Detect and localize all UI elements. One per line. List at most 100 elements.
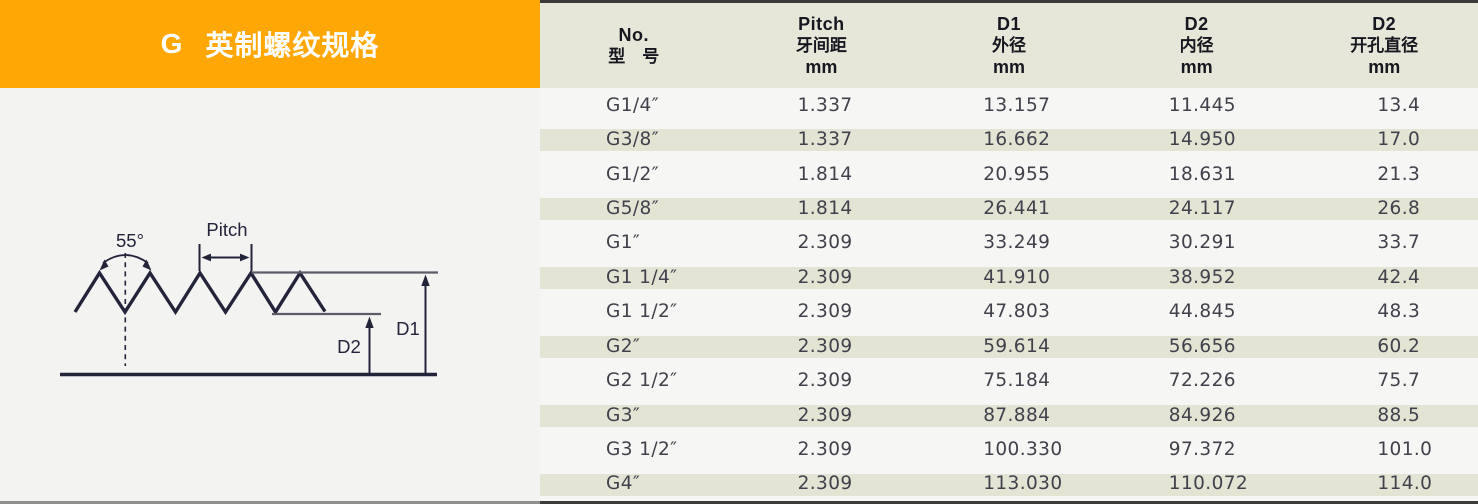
cell-d1-outer-diameter: 59.614 [983, 335, 1051, 357]
cell-d2-inner-diameter: 97.372 [1168, 438, 1236, 460]
cell-d2-inner-diameter: 72.226 [1168, 370, 1236, 392]
table-row: G2″ 2.309 59.614 56.656 60.2 [540, 328, 1478, 364]
cell-d2-hole-diameter: 17.0 [1377, 129, 1421, 151]
column-header-d2-hole: D2 开孔直径 mm [1290, 3, 1478, 88]
column-header-model: No. 型 号 [540, 3, 728, 88]
cell-d2-inner-diameter: 18.631 [1168, 163, 1236, 185]
section-title-bar: G 英制螺纹规格 [0, 0, 540, 88]
column-header-pitch: Pitch 牙间距 mm [728, 3, 916, 88]
column-header-line: mm [805, 57, 838, 77]
cell-d2-hole-diameter: 88.5 [1377, 404, 1421, 426]
cell-d2-hole-diameter: 42.4 [1377, 266, 1421, 288]
column-header-line: mm [1180, 57, 1213, 77]
cell-d2-hole-diameter: 60.2 [1377, 335, 1421, 357]
table-row: G3″ 2.309 87.884 84.926 88.5 [540, 397, 1478, 433]
column-header-line: 内径 [1179, 36, 1214, 55]
cell-pitch: 2.309 [797, 335, 853, 357]
pitch-arrow-left [201, 253, 211, 262]
cell-model: G5/8″ [606, 197, 660, 219]
cell-d2-hole-diameter: 21.3 [1377, 163, 1421, 185]
cell-model: G1/2″ [606, 163, 660, 185]
thread-zigzag [73, 269, 327, 316]
d1-arrow-head [421, 274, 430, 286]
cell-model: G3/8″ [606, 129, 660, 151]
pitch-label: Pitch [206, 219, 247, 240]
cell-d1-outer-diameter: 113.030 [983, 473, 1063, 495]
cell-model: G1 1/2″ [606, 301, 678, 323]
thread-profile-diagram: Pitch 55° D1 D2 [0, 88, 540, 501]
cell-d2-inner-diameter: 44.845 [1168, 301, 1236, 323]
cell-d2-inner-diameter: 84.926 [1168, 404, 1236, 426]
angle-label: 55° [116, 230, 144, 251]
cell-d1-outer-diameter: 33.249 [983, 232, 1051, 254]
column-header-line: No. [618, 24, 650, 45]
table-row: G1 1/2″ 2.309 47.803 44.845 48.3 [540, 295, 1478, 329]
pitch-arrow-right [240, 253, 250, 262]
cell-d2-hole-diameter: 13.4 [1377, 94, 1421, 116]
cell-d1-outer-diameter: 41.910 [983, 266, 1051, 288]
cell-d2-inner-diameter: 56.656 [1168, 335, 1236, 357]
column-header-line: 型 号 [608, 46, 660, 66]
cell-d1-outer-diameter: 87.884 [983, 404, 1051, 426]
column-header-line: 牙间距 [795, 36, 847, 55]
section-title: 英制螺纹规格 [205, 30, 380, 61]
cell-model: G2″ [606, 335, 641, 357]
cell-model: G1/4″ [606, 94, 660, 116]
angle-arc-arrow-right [142, 259, 152, 271]
cell-d1-outer-diameter: 100.330 [983, 438, 1063, 460]
cell-d2-hole-diameter: 101.0 [1377, 438, 1433, 460]
thread-profile-svg: Pitch 55° D1 D2 [60, 219, 438, 377]
cell-d1-outer-diameter: 13.157 [983, 94, 1051, 116]
cell-pitch: 1.814 [797, 163, 853, 185]
column-header-line: D2 [1372, 14, 1397, 34]
column-header-line: Pitch [798, 14, 845, 34]
table-row: G3/8″ 1.337 16.662 14.950 17.0 [540, 122, 1478, 157]
cell-d1-outer-diameter: 47.803 [983, 301, 1051, 323]
cell-d2-hole-diameter: 33.7 [1377, 232, 1421, 254]
cell-d1-outer-diameter: 16.662 [983, 129, 1051, 151]
table-row: G1/4″ 1.337 13.157 11.445 13.4 [540, 88, 1478, 122]
cell-d1-outer-diameter: 75.184 [983, 370, 1051, 392]
column-header-d1: D1 外径 mm [915, 3, 1103, 88]
spec-table: No. 型 号 Pitch 牙间距 mm D1 外径 mm D2 内径 mm D… [540, 0, 1478, 504]
d2-label: D2 [337, 336, 361, 357]
table-row: G1/2″ 1.814 20.955 18.631 21.3 [540, 157, 1478, 191]
cell-model: G1″ [606, 232, 641, 254]
cell-pitch: 1.814 [797, 197, 853, 219]
table-header-row: No. 型 号 Pitch 牙间距 mm D1 外径 mm D2 内径 mm D… [540, 3, 1478, 88]
column-header-line: D2 [1184, 14, 1209, 34]
column-header-line: mm [1368, 57, 1401, 77]
cell-d2-inner-diameter: 24.117 [1168, 197, 1236, 219]
cell-pitch: 2.309 [797, 370, 853, 392]
cell-d2-inner-diameter: 14.950 [1168, 129, 1236, 151]
table-row: G2 1/2″ 2.309 75.184 72.226 75.7 [540, 363, 1478, 397]
angle-arc [102, 254, 149, 264]
cell-d1-outer-diameter: 26.441 [983, 197, 1051, 219]
cell-pitch: 2.309 [797, 266, 853, 288]
cell-d2-inner-diameter: 38.952 [1168, 266, 1236, 288]
d1-label: D1 [396, 318, 420, 339]
cell-d2-inner-diameter: 110.072 [1168, 473, 1249, 495]
cell-model: G1 1/4″ [606, 266, 678, 288]
cell-pitch: 2.309 [797, 404, 853, 426]
cell-d2-hole-diameter: 26.8 [1377, 197, 1421, 219]
table-body: G1/4″ 1.337 13.157 11.445 13.4 G3/8″ 1.3… [540, 88, 1478, 502]
cell-pitch: 2.309 [797, 301, 853, 323]
cell-d2-hole-diameter: 48.3 [1377, 301, 1421, 323]
table-row: G4″ 2.309 113.030 110.072 114.0 [540, 466, 1478, 502]
cell-pitch: 2.309 [797, 438, 853, 460]
table-row: G3 1/2″ 2.309 100.330 97.372 101.0 [540, 432, 1478, 466]
column-header-line: D1 [996, 14, 1021, 34]
section-letter: G [160, 28, 184, 59]
cell-model: G3 1/2″ [606, 438, 678, 460]
left-panel: G 英制螺纹规格 [0, 0, 540, 504]
cell-d2-hole-diameter: 75.7 [1377, 370, 1421, 392]
cell-d2-inner-diameter: 11.445 [1168, 94, 1236, 116]
cell-d1-outer-diameter: 20.955 [983, 163, 1051, 185]
cell-pitch: 2.309 [797, 473, 853, 495]
table-row: G5/8″ 1.814 26.441 24.117 26.8 [540, 191, 1478, 226]
cell-pitch: 1.337 [797, 94, 853, 116]
cell-d2-hole-diameter: 114.0 [1377, 473, 1433, 495]
column-header-line: 开孔直径 [1350, 36, 1419, 55]
